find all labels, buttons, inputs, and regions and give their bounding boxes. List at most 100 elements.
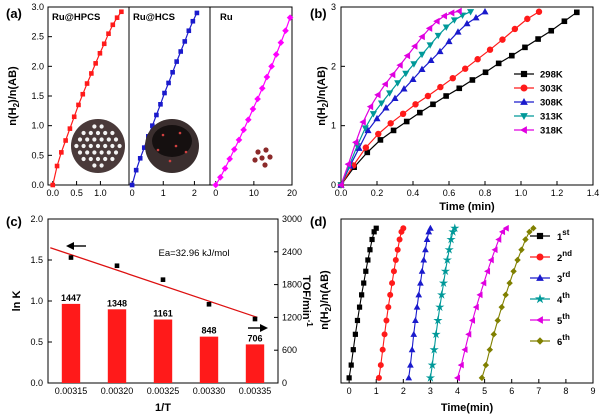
y-tick-label: 0: [331, 180, 336, 190]
data-point: [502, 224, 509, 232]
data-point: [54, 163, 60, 169]
data-point: [268, 63, 275, 70]
panel-b-axes: 0.0 0.2 0.4 0.6 0.8 1.0 1.2 1.4 0 1 2 3: [331, 2, 599, 198]
data-point: [437, 290, 447, 299]
data-point: [137, 156, 143, 161]
legend-label: 5th: [557, 312, 570, 327]
x-tick-label: 10: [249, 188, 259, 198]
data-point: [548, 27, 555, 34]
tof-bar: [199, 336, 219, 383]
data-point: [356, 304, 363, 310]
sphere-pore: [110, 156, 115, 162]
data-point: [162, 90, 167, 96]
data-point: [377, 362, 384, 369]
panel-b-frame: [340, 6, 594, 186]
data-point: [486, 346, 494, 353]
sphere-pore: [88, 156, 93, 162]
data-point: [186, 28, 192, 34]
data-point: [510, 268, 517, 275]
x-tick-label: 0.00320: [101, 386, 134, 396]
tof-bar-label: 1161: [153, 309, 173, 319]
legend-label-sup: rd: [562, 270, 570, 279]
x-tick-label: 4: [455, 386, 460, 396]
y-tick-label: 2: [331, 61, 336, 71]
sphere-pore: [92, 137, 97, 142]
x-tick-label: 7: [536, 386, 541, 396]
data-point: [394, 246, 401, 253]
legend-marker: [536, 232, 544, 240]
tof-bar-label: 1348: [107, 298, 127, 308]
data-point: [399, 110, 407, 118]
panel-b-legend: 298K 303K 308K 313K 318K: [514, 70, 563, 137]
x-tick-label: 2: [401, 386, 406, 396]
data-point: [448, 226, 458, 236]
sphere-pore: [81, 130, 86, 136]
x-tick-label: 1: [161, 188, 166, 198]
x-tick-label: 0.2: [371, 188, 384, 198]
x-tick-label: 0: [347, 386, 352, 396]
data-point: [434, 32, 442, 40]
tof-bar: [245, 344, 265, 383]
left-axis-arrow: [66, 242, 86, 250]
y-tick-label: 0.0: [30, 378, 43, 388]
panel-d-axes: 0 1 2 3 4 5 6 7 8 9: [347, 379, 596, 396]
x-tick-label: 0: [213, 188, 218, 198]
data-point: [514, 256, 521, 264]
data-point: [433, 315, 443, 325]
panel-b-plot-area: [337, 7, 580, 189]
hollow-sphere-illustration: [145, 119, 199, 173]
data-point: [174, 59, 179, 64]
x-tick-label: 6: [509, 386, 514, 396]
data-point: [63, 138, 68, 143]
data-point: [50, 182, 56, 188]
data-point: [429, 344, 439, 354]
x-tick-label: 0.00325: [147, 386, 180, 396]
data-point: [352, 138, 359, 146]
y-tick-label: 1: [331, 121, 336, 131]
data-point: [418, 65, 426, 72]
data-point: [502, 291, 509, 299]
sphere-pore: [99, 137, 104, 142]
data-point: [450, 17, 458, 24]
tof-bar: [153, 319, 173, 383]
data-point: [93, 61, 98, 66]
sphere-pore: [92, 124, 97, 129]
x-tick-label: 0.5: [70, 188, 83, 198]
data-point: [396, 236, 403, 243]
tof-bar: [61, 303, 81, 383]
y-right-tick-label: 0: [282, 378, 287, 388]
data-point: [375, 374, 382, 381]
data-point: [390, 268, 397, 275]
data-point: [413, 303, 421, 310]
data-point: [374, 91, 381, 99]
data-point: [387, 291, 394, 298]
data-point: [119, 9, 124, 15]
legend-label: 298K: [540, 70, 563, 81]
legend-label: 3rd: [557, 270, 570, 285]
sphere-pore: [99, 150, 104, 155]
activation-energy-annotation: Ea=32.96 kJ/mol: [158, 248, 229, 259]
data-point: [254, 95, 261, 103]
legend-label: 2nd: [557, 249, 572, 264]
x-tick-label: 0.0: [335, 188, 348, 198]
x-tick-label: 0.00330: [193, 386, 226, 396]
y-tick-label: 3: [331, 2, 336, 12]
data-point: [97, 50, 103, 56]
panel-d-frame: [340, 218, 594, 384]
data-point: [166, 80, 171, 86]
data-point: [379, 346, 386, 353]
sphere-pore: [110, 143, 115, 149]
data-point: [410, 330, 418, 337]
data-point: [286, 14, 294, 21]
lnk-point: [160, 277, 166, 282]
data-point: [346, 375, 352, 381]
data-point: [524, 15, 531, 23]
series-line: [481, 227, 534, 379]
data-point: [437, 83, 444, 91]
panel-b-ylabel: n(H2)/n(AB): [316, 66, 330, 126]
data-point: [158, 102, 163, 107]
panel-d-plot-area: [346, 223, 537, 382]
legend-label: 318K: [540, 126, 563, 137]
data-point: [415, 291, 423, 298]
data-point: [453, 374, 461, 382]
